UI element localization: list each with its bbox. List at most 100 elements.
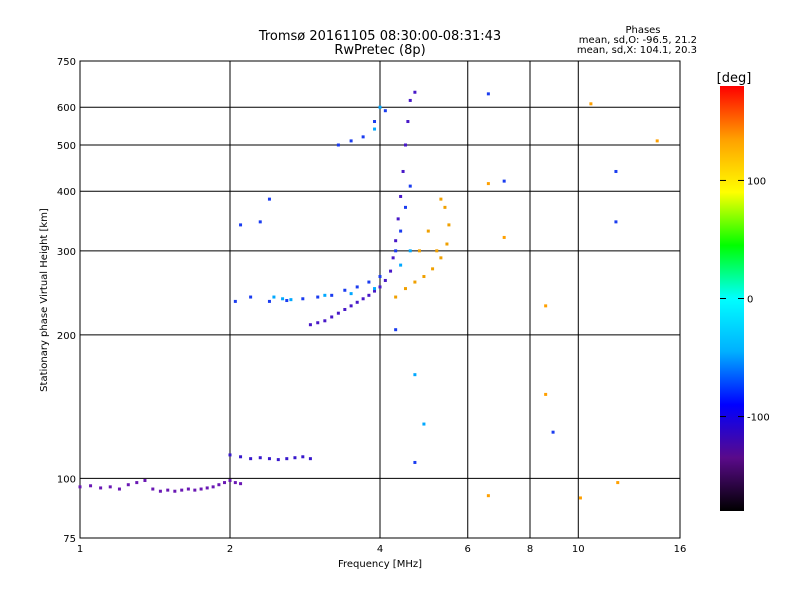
data-point [544,392,548,396]
data-point [173,489,177,493]
colorbar-label: [deg] [717,71,752,86]
y-tick-label: 75 [63,534,76,545]
colorbar: [deg] 100 0 -100 [717,71,770,511]
y-tick-label: 300 [57,247,76,258]
data-point [258,220,262,224]
data-point [316,321,320,325]
data-point [486,494,490,498]
data-point [399,263,403,267]
data-point [439,256,443,260]
data-point [151,487,155,491]
data-point [422,275,426,279]
data-point [413,373,417,377]
data-point [413,90,417,94]
data-point [193,488,197,492]
data-point [373,289,377,293]
data-point [166,488,170,492]
data-point [330,315,334,319]
data-point [117,487,121,491]
data-point [413,280,417,284]
data-point [186,487,190,491]
data-point [135,481,139,485]
data-point [249,295,253,299]
y-tick-label: 200 [57,331,76,342]
data-point [373,120,377,124]
phases-mean-x: mean, sd,X: 104.1, 20.3 [577,45,697,56]
data-point [223,481,227,485]
data-point [655,139,659,143]
data-point [349,292,353,296]
data-point [399,229,403,233]
data-point [343,288,347,292]
data-point [349,304,353,308]
data-point [394,328,398,332]
data-point [544,304,548,308]
data-point [413,460,417,464]
data-point [551,430,555,434]
data-point [378,275,382,279]
data-point [330,293,334,297]
data-point [267,457,271,461]
data-point [389,269,393,273]
data-point [349,139,353,143]
phases-mean-o: mean, sd,O: -96.5, 21.2 [579,35,697,46]
data-point [426,229,430,233]
data-point [239,455,243,459]
data-point [158,489,162,493]
data-point [443,205,447,209]
data-point [249,457,253,461]
data-point [373,287,377,291]
data-point [403,287,407,291]
data-point [267,299,271,303]
data-point [233,299,237,303]
data-point [126,483,130,487]
x-tick-label: 6 [465,544,471,555]
x-tick-label: 1 [77,544,83,555]
data-point [383,278,387,282]
chart-title: Tromsø 20161105 08:30:00-08:31:43 [258,29,501,44]
x-tick-label: 10 [572,544,585,555]
data-point [447,223,451,227]
colorbar-tick-label: 100 [747,176,766,187]
data-point [336,143,340,147]
data-point [211,485,215,489]
data-point [589,102,593,106]
data-point [228,478,232,482]
data-point [258,456,262,460]
data-point [394,249,398,253]
x-axis-label: Frequency [MHz] [338,559,422,570]
data-point [616,481,620,485]
data-point [408,184,412,188]
data-point [578,496,582,500]
y-tick-label: 400 [57,187,76,198]
data-point [614,169,618,173]
data-point [285,299,289,303]
x-tick-label: 16 [674,544,687,555]
y-tick-label: 100 [57,474,76,485]
data-point [343,307,347,311]
data-point [502,235,506,239]
data-point [308,457,312,461]
y-tick-label: 750 [57,57,76,68]
phases-heading: Phases [625,25,660,36]
data-point [323,319,327,323]
data-point [285,457,289,461]
data-point [367,280,371,284]
data-point [228,453,232,457]
data-point [78,485,82,489]
data-point [502,179,506,183]
x-tick-label: 4 [377,544,383,555]
data-point [336,311,340,315]
data-point [367,293,371,297]
data-point [439,197,443,201]
data-point [399,194,403,198]
data-point [308,323,312,327]
data-point [406,120,410,124]
data-point [289,298,293,302]
data-point [378,105,382,109]
data-point [316,295,320,299]
data-point [401,169,405,173]
data-point [355,285,359,289]
data-point [301,297,305,301]
data-point [89,484,93,488]
